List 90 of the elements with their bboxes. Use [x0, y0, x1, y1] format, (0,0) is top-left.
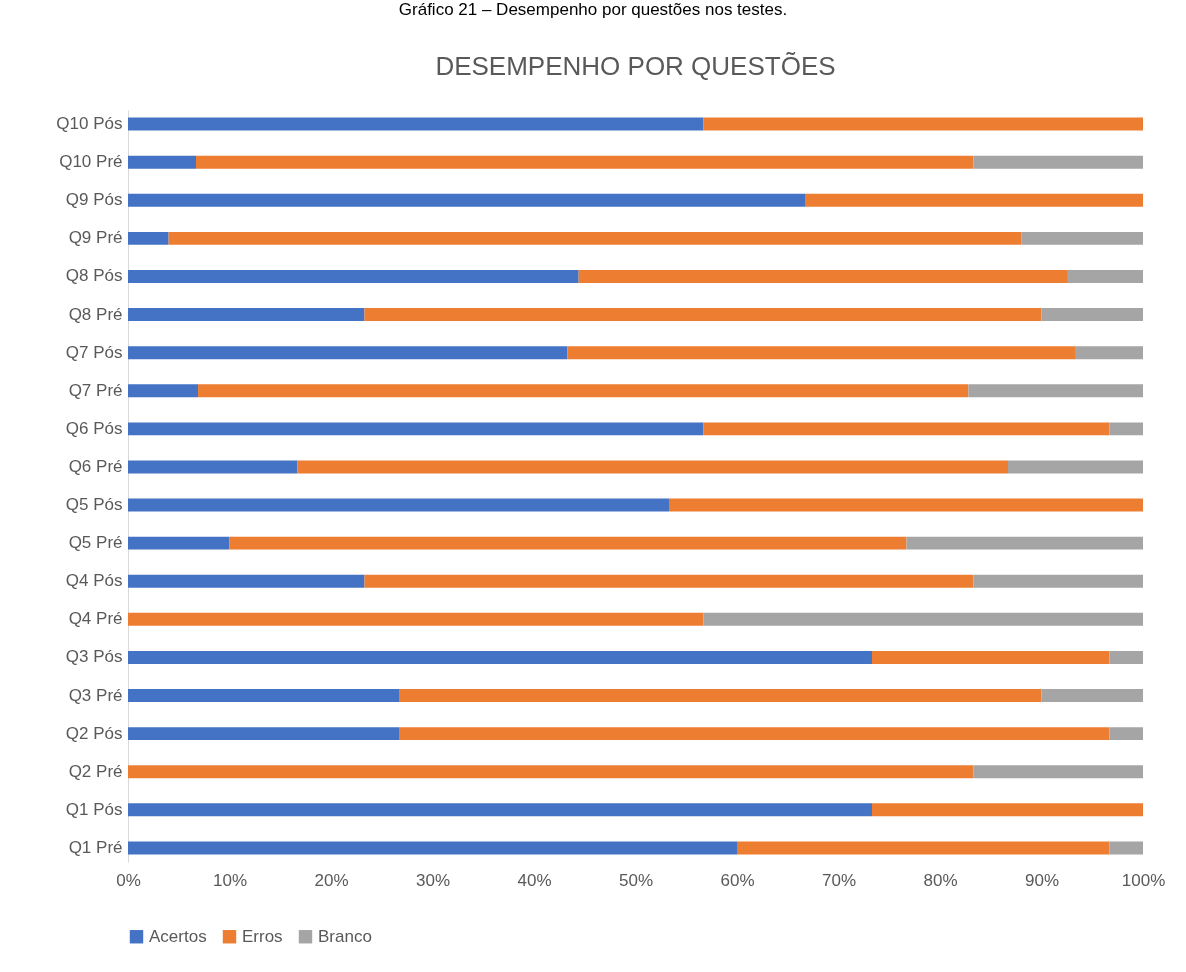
bar — [128, 536, 230, 550]
bar — [805, 193, 1143, 207]
y-tick-label: Q6 Pós — [65, 418, 123, 438]
bar — [973, 765, 1143, 779]
bar — [364, 308, 1042, 322]
bar — [1067, 270, 1143, 283]
bar — [128, 117, 704, 131]
bar — [668, 498, 1143, 512]
bar — [1074, 346, 1143, 360]
x-tick-label: 40% — [517, 870, 552, 890]
x-tick-label: 10% — [212, 870, 248, 890]
bar — [973, 574, 1143, 588]
bar — [128, 765, 974, 779]
bar — [703, 612, 1143, 626]
legend-label: Acertos — [149, 926, 207, 946]
bar — [168, 231, 1022, 245]
bar — [128, 727, 400, 741]
x-tick-label: 70% — [821, 870, 857, 890]
y-tick-label: Q1 Pré — [68, 837, 123, 857]
y-tick-label: Q5 Pré — [68, 533, 123, 553]
bar — [128, 803, 872, 817]
bar — [737, 841, 1110, 855]
bar — [578, 270, 1068, 283]
bar — [1109, 650, 1143, 664]
bar — [128, 498, 669, 512]
x-tick-label: 60% — [720, 870, 755, 890]
bar — [1109, 727, 1143, 741]
bar — [229, 536, 907, 550]
bar — [567, 346, 1075, 360]
bar — [703, 422, 1110, 436]
bar — [128, 460, 298, 474]
x-tick-label: 90% — [1024, 870, 1060, 890]
bar — [128, 841, 737, 855]
y-tick-label: Q10 Pré — [59, 152, 123, 172]
bar — [973, 155, 1143, 169]
x-tick-label: 80% — [923, 870, 958, 890]
y-tick-label: Q1 Pós — [65, 799, 123, 819]
y-tick-label: Q6 Pré — [68, 456, 123, 476]
bar — [906, 536, 1143, 550]
bar — [128, 574, 365, 588]
bar — [128, 308, 365, 322]
text: Gráfico 21 – Desempenho por questões nos testes. — [397, 0, 789, 20]
bar — [128, 612, 704, 626]
y-tick-label: Q7 Pré — [68, 380, 123, 400]
bar — [1041, 689, 1143, 702]
x-tick-label: 30% — [415, 870, 451, 890]
x-tick-label: 50% — [618, 870, 654, 890]
y-tick-label: Q4 Pós — [65, 571, 123, 591]
bar — [128, 270, 579, 283]
bar — [399, 727, 1110, 741]
bar — [968, 384, 1143, 398]
chart-title: DESEMPENHO POR QUESTÕES — [435, 51, 836, 81]
y-tick-label: Q2 Pós — [65, 723, 123, 743]
y-tick-label: Q3 Pré — [68, 685, 123, 705]
bar — [1008, 460, 1143, 474]
bar — [128, 193, 806, 207]
bar — [128, 422, 704, 436]
y-tick-label: Q10 Pós — [56, 114, 123, 134]
y-tick-label: Q4 Pré — [68, 609, 123, 629]
bar — [128, 650, 872, 664]
bar — [128, 689, 400, 702]
y-tick-label: Q2 Pré — [68, 761, 123, 781]
bar — [297, 460, 1009, 474]
bar — [128, 384, 199, 398]
y-tick-label: Q7 Pós — [65, 342, 123, 362]
x-tick-label: 0% — [116, 870, 141, 890]
bar — [399, 689, 1042, 702]
x-tick-label: 20% — [314, 870, 349, 890]
bar — [872, 650, 1110, 664]
bar — [128, 346, 568, 360]
x-tick-label: 100% — [1121, 870, 1166, 890]
legend-label: Branco — [318, 926, 372, 946]
bar — [1021, 231, 1143, 245]
bar — [196, 155, 974, 169]
bar — [364, 574, 974, 588]
y-tick-label: Q5 Pós — [65, 495, 123, 515]
bar — [872, 803, 1143, 817]
bar — [1109, 422, 1143, 436]
y-tick-label: Q9 Pré — [68, 228, 123, 248]
bar — [128, 231, 169, 245]
y-tick-label: Q9 Pós — [65, 190, 123, 210]
y-tick-label: Q3 Pós — [65, 647, 123, 667]
y-tick-label: Q8 Pós — [65, 266, 123, 286]
y-tick-label: Q8 Pré — [68, 304, 123, 324]
bar — [703, 117, 1143, 131]
bar — [128, 155, 197, 169]
bar — [198, 384, 969, 398]
legend-label: Erros — [242, 926, 283, 946]
bar — [1109, 841, 1143, 855]
bar — [1041, 308, 1143, 322]
